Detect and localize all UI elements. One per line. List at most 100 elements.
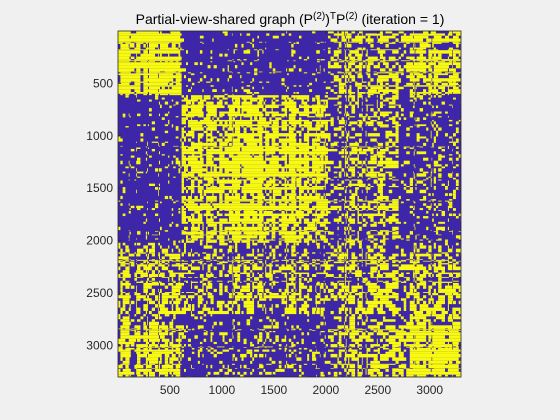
heatmap-cell bbox=[361, 261, 363, 264]
heatmap-cell bbox=[197, 180, 203, 184]
heatmap-cell bbox=[228, 71, 232, 73]
heatmap-cell bbox=[231, 176, 241, 178]
heatmap-cell bbox=[315, 300, 321, 305]
heatmap-cell bbox=[259, 332, 263, 336]
heatmap-cell bbox=[286, 363, 289, 365]
heatmap-cell bbox=[358, 351, 362, 354]
heatmap-cell bbox=[148, 263, 159, 265]
heatmap-cell bbox=[147, 142, 148, 146]
heatmap-cell bbox=[320, 59, 325, 61]
heatmap-cell bbox=[307, 116, 316, 118]
heatmap-cell bbox=[358, 141, 362, 143]
heatmap-cell bbox=[265, 252, 267, 254]
heatmap-cell bbox=[271, 226, 279, 231]
heatmap-cell bbox=[315, 193, 321, 196]
heatmap-cell bbox=[412, 146, 414, 148]
heatmap-cell bbox=[373, 239, 378, 241]
heatmap-cell bbox=[288, 155, 296, 158]
heatmap-cell bbox=[272, 272, 276, 275]
heatmap-cell bbox=[398, 41, 431, 43]
heatmap-cell bbox=[333, 104, 338, 106]
heatmap-cell bbox=[430, 113, 432, 117]
heatmap-cell bbox=[222, 264, 225, 267]
heatmap-cell bbox=[190, 193, 192, 196]
heatmap-cell bbox=[398, 274, 404, 277]
heatmap-cell bbox=[409, 230, 413, 232]
heatmap-cell bbox=[344, 329, 356, 331]
heatmap-cell bbox=[213, 205, 310, 209]
heatmap-cell bbox=[228, 142, 232, 146]
heatmap-cell bbox=[323, 193, 325, 196]
heatmap-cell bbox=[312, 73, 316, 76]
heatmap-cell bbox=[136, 285, 138, 289]
heatmap-cell bbox=[145, 293, 148, 296]
heatmap-cell bbox=[265, 151, 276, 155]
heatmap-cell bbox=[388, 189, 393, 194]
heatmap-cell bbox=[324, 295, 328, 299]
heatmap-cell bbox=[455, 173, 459, 177]
heatmap-cell bbox=[413, 97, 417, 100]
heatmap-cell bbox=[284, 154, 288, 156]
heatmap-cell bbox=[210, 272, 213, 275]
heatmap-cell bbox=[184, 245, 186, 249]
heatmap-cell bbox=[155, 368, 181, 372]
heatmap-cell bbox=[432, 119, 434, 122]
heatmap-cell bbox=[324, 180, 328, 184]
heatmap-cell bbox=[385, 285, 399, 289]
heatmap-cell bbox=[447, 93, 449, 96]
heatmap-cell bbox=[216, 177, 220, 180]
heatmap-cell bbox=[246, 49, 251, 51]
heatmap-cell bbox=[197, 187, 204, 190]
heatmap-cell bbox=[455, 43, 459, 48]
heatmap-cell bbox=[240, 374, 244, 377]
heatmap-cell bbox=[432, 49, 439, 51]
heatmap-cell bbox=[210, 201, 213, 204]
heatmap-cell bbox=[431, 111, 433, 114]
heatmap-cell bbox=[210, 50, 213, 54]
heatmap-cell bbox=[357, 60, 362, 62]
heatmap-cell bbox=[291, 260, 294, 262]
heatmap-cell bbox=[181, 148, 195, 152]
heatmap-cell bbox=[178, 329, 186, 331]
heatmap-cell bbox=[324, 113, 331, 117]
heatmap-cell bbox=[296, 261, 304, 264]
heatmap-cell bbox=[409, 288, 413, 293]
heatmap-cell bbox=[181, 141, 184, 143]
heatmap-cell bbox=[373, 295, 399, 299]
heatmap-cell bbox=[227, 105, 264, 109]
heatmap-cell bbox=[392, 230, 396, 231]
heatmap-cell bbox=[158, 75, 182, 79]
heatmap-cell bbox=[265, 168, 279, 172]
heatmap-cell bbox=[175, 73, 182, 76]
heatmap-cell bbox=[428, 200, 431, 202]
heatmap-cell bbox=[278, 242, 282, 246]
heatmap-cell bbox=[382, 59, 386, 61]
heatmap-cell bbox=[158, 274, 165, 277]
heatmap-cell bbox=[415, 245, 417, 249]
heatmap-cell bbox=[349, 316, 356, 320]
heatmap-cell bbox=[199, 341, 203, 345]
heatmap-cell bbox=[309, 82, 313, 86]
heatmap-cell bbox=[373, 298, 378, 301]
heatmap-cell bbox=[444, 253, 449, 257]
heatmap-cell bbox=[431, 41, 449, 43]
heatmap-cell bbox=[158, 363, 160, 365]
heatmap-cell bbox=[158, 259, 160, 261]
heatmap-cell bbox=[392, 231, 399, 235]
heatmap-cell bbox=[134, 71, 148, 73]
heatmap-cell bbox=[272, 325, 279, 329]
heatmap-cell bbox=[185, 239, 188, 241]
heatmap-cell bbox=[320, 195, 324, 200]
heatmap-cell bbox=[409, 47, 413, 50]
heatmap-cell bbox=[275, 338, 279, 342]
heatmap-cell bbox=[125, 280, 130, 282]
heatmap-cell bbox=[366, 92, 380, 94]
heatmap-cell bbox=[438, 282, 442, 286]
heatmap-cell bbox=[180, 166, 182, 169]
heatmap-cell bbox=[370, 223, 377, 227]
heatmap-cell bbox=[181, 154, 184, 156]
heatmap-cell bbox=[370, 292, 374, 294]
heatmap-cell bbox=[357, 199, 363, 201]
heatmap-cell bbox=[388, 101, 396, 105]
heatmap-cell bbox=[259, 136, 263, 139]
